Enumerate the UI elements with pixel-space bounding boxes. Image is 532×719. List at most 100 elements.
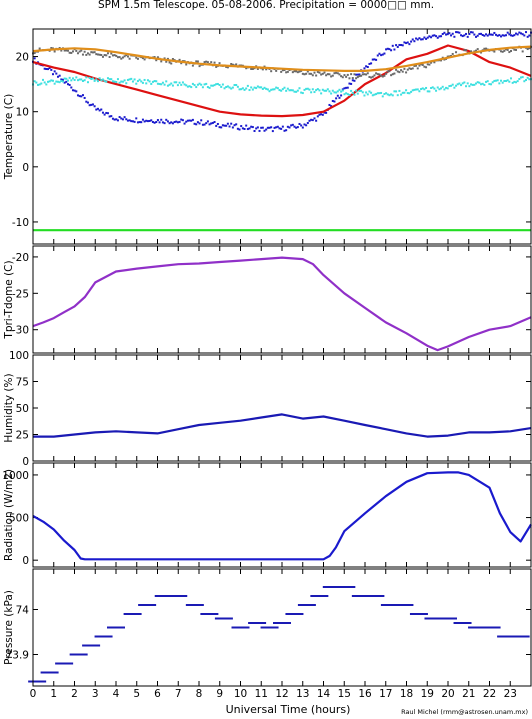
data-point bbox=[236, 127, 239, 130]
data-point bbox=[411, 38, 414, 41]
data-point bbox=[106, 52, 109, 55]
data-point bbox=[171, 84, 174, 87]
data-point bbox=[393, 72, 396, 75]
data-point bbox=[40, 671, 59, 674]
data-point bbox=[276, 125, 279, 128]
data-point bbox=[505, 48, 508, 51]
x-tick-label: 10 bbox=[234, 688, 247, 700]
data-point bbox=[456, 83, 459, 86]
data-point bbox=[101, 111, 104, 114]
data-point bbox=[301, 92, 304, 95]
data-point bbox=[348, 82, 351, 85]
data-point bbox=[521, 50, 524, 53]
data-point bbox=[391, 44, 394, 47]
data-point bbox=[341, 89, 344, 92]
data-point bbox=[141, 118, 144, 121]
data-point bbox=[71, 50, 74, 53]
data-point bbox=[305, 124, 308, 127]
data-point bbox=[155, 121, 158, 124]
data-point bbox=[515, 48, 518, 51]
data-point bbox=[506, 31, 509, 34]
data-point bbox=[90, 103, 93, 106]
data-point bbox=[106, 112, 109, 115]
data-point bbox=[35, 81, 38, 84]
data-point bbox=[446, 55, 449, 58]
y-tick-label: -20 bbox=[12, 252, 29, 264]
data-point bbox=[513, 48, 516, 51]
data-point bbox=[293, 70, 296, 73]
x-tick-label: 21 bbox=[462, 688, 475, 700]
x-tick-label: 14 bbox=[317, 688, 331, 700]
data-point bbox=[355, 73, 358, 76]
data-point bbox=[300, 91, 303, 94]
data-point bbox=[285, 71, 288, 74]
data-point bbox=[521, 33, 524, 36]
data-point bbox=[46, 68, 49, 71]
data-point bbox=[430, 61, 433, 64]
data-point bbox=[285, 129, 288, 132]
data-point bbox=[338, 96, 341, 99]
data-point bbox=[335, 97, 338, 100]
data-point bbox=[155, 59, 158, 62]
data-point bbox=[311, 88, 314, 91]
data-point bbox=[406, 92, 409, 95]
data-point bbox=[503, 49, 506, 52]
data-point bbox=[335, 91, 338, 94]
data-point bbox=[98, 77, 101, 80]
data-point bbox=[73, 89, 76, 92]
data-point bbox=[300, 69, 303, 72]
data-point bbox=[210, 61, 213, 64]
data-point bbox=[73, 78, 76, 81]
data-point bbox=[61, 80, 64, 83]
data-point bbox=[123, 55, 126, 58]
data-point bbox=[395, 90, 398, 93]
data-point bbox=[490, 33, 493, 36]
data-point bbox=[482, 626, 501, 629]
data-point bbox=[38, 47, 41, 50]
data-point bbox=[170, 62, 173, 65]
data-point bbox=[403, 67, 406, 70]
data-point bbox=[380, 604, 399, 606]
data-point bbox=[301, 72, 304, 75]
data-point bbox=[485, 80, 488, 83]
data-point bbox=[286, 87, 289, 90]
data-point bbox=[120, 57, 123, 60]
data-point bbox=[80, 49, 83, 52]
data-point bbox=[38, 83, 41, 86]
data-point bbox=[188, 119, 191, 122]
data-point bbox=[163, 57, 166, 60]
y-tick-label: 500 bbox=[9, 513, 29, 525]
data-point bbox=[296, 71, 299, 74]
data-point bbox=[521, 76, 524, 79]
data-point bbox=[353, 73, 356, 76]
data-point bbox=[298, 87, 301, 90]
data-point bbox=[248, 622, 267, 624]
data-point bbox=[158, 83, 161, 86]
data-point bbox=[455, 51, 458, 54]
data-point bbox=[276, 87, 279, 90]
data-point bbox=[453, 35, 456, 38]
data-point bbox=[150, 82, 153, 85]
data-point bbox=[275, 126, 278, 129]
data-point bbox=[156, 82, 159, 85]
data-point bbox=[191, 64, 194, 67]
data-point bbox=[90, 51, 93, 54]
data-point bbox=[48, 80, 51, 83]
data-point bbox=[306, 122, 309, 125]
data-point bbox=[466, 82, 469, 85]
data-point bbox=[155, 80, 158, 83]
data-point bbox=[250, 67, 253, 70]
data-point bbox=[70, 86, 73, 89]
data-point bbox=[78, 95, 81, 98]
data-point bbox=[450, 34, 453, 37]
data-point bbox=[343, 87, 346, 90]
data-point bbox=[165, 118, 168, 121]
data-point bbox=[480, 32, 483, 35]
data-point bbox=[133, 78, 136, 81]
data-point bbox=[33, 52, 36, 55]
data-point bbox=[525, 79, 528, 82]
data-point bbox=[233, 84, 236, 87]
data-point bbox=[297, 604, 316, 606]
data-point bbox=[345, 75, 348, 78]
data-point bbox=[400, 69, 403, 72]
